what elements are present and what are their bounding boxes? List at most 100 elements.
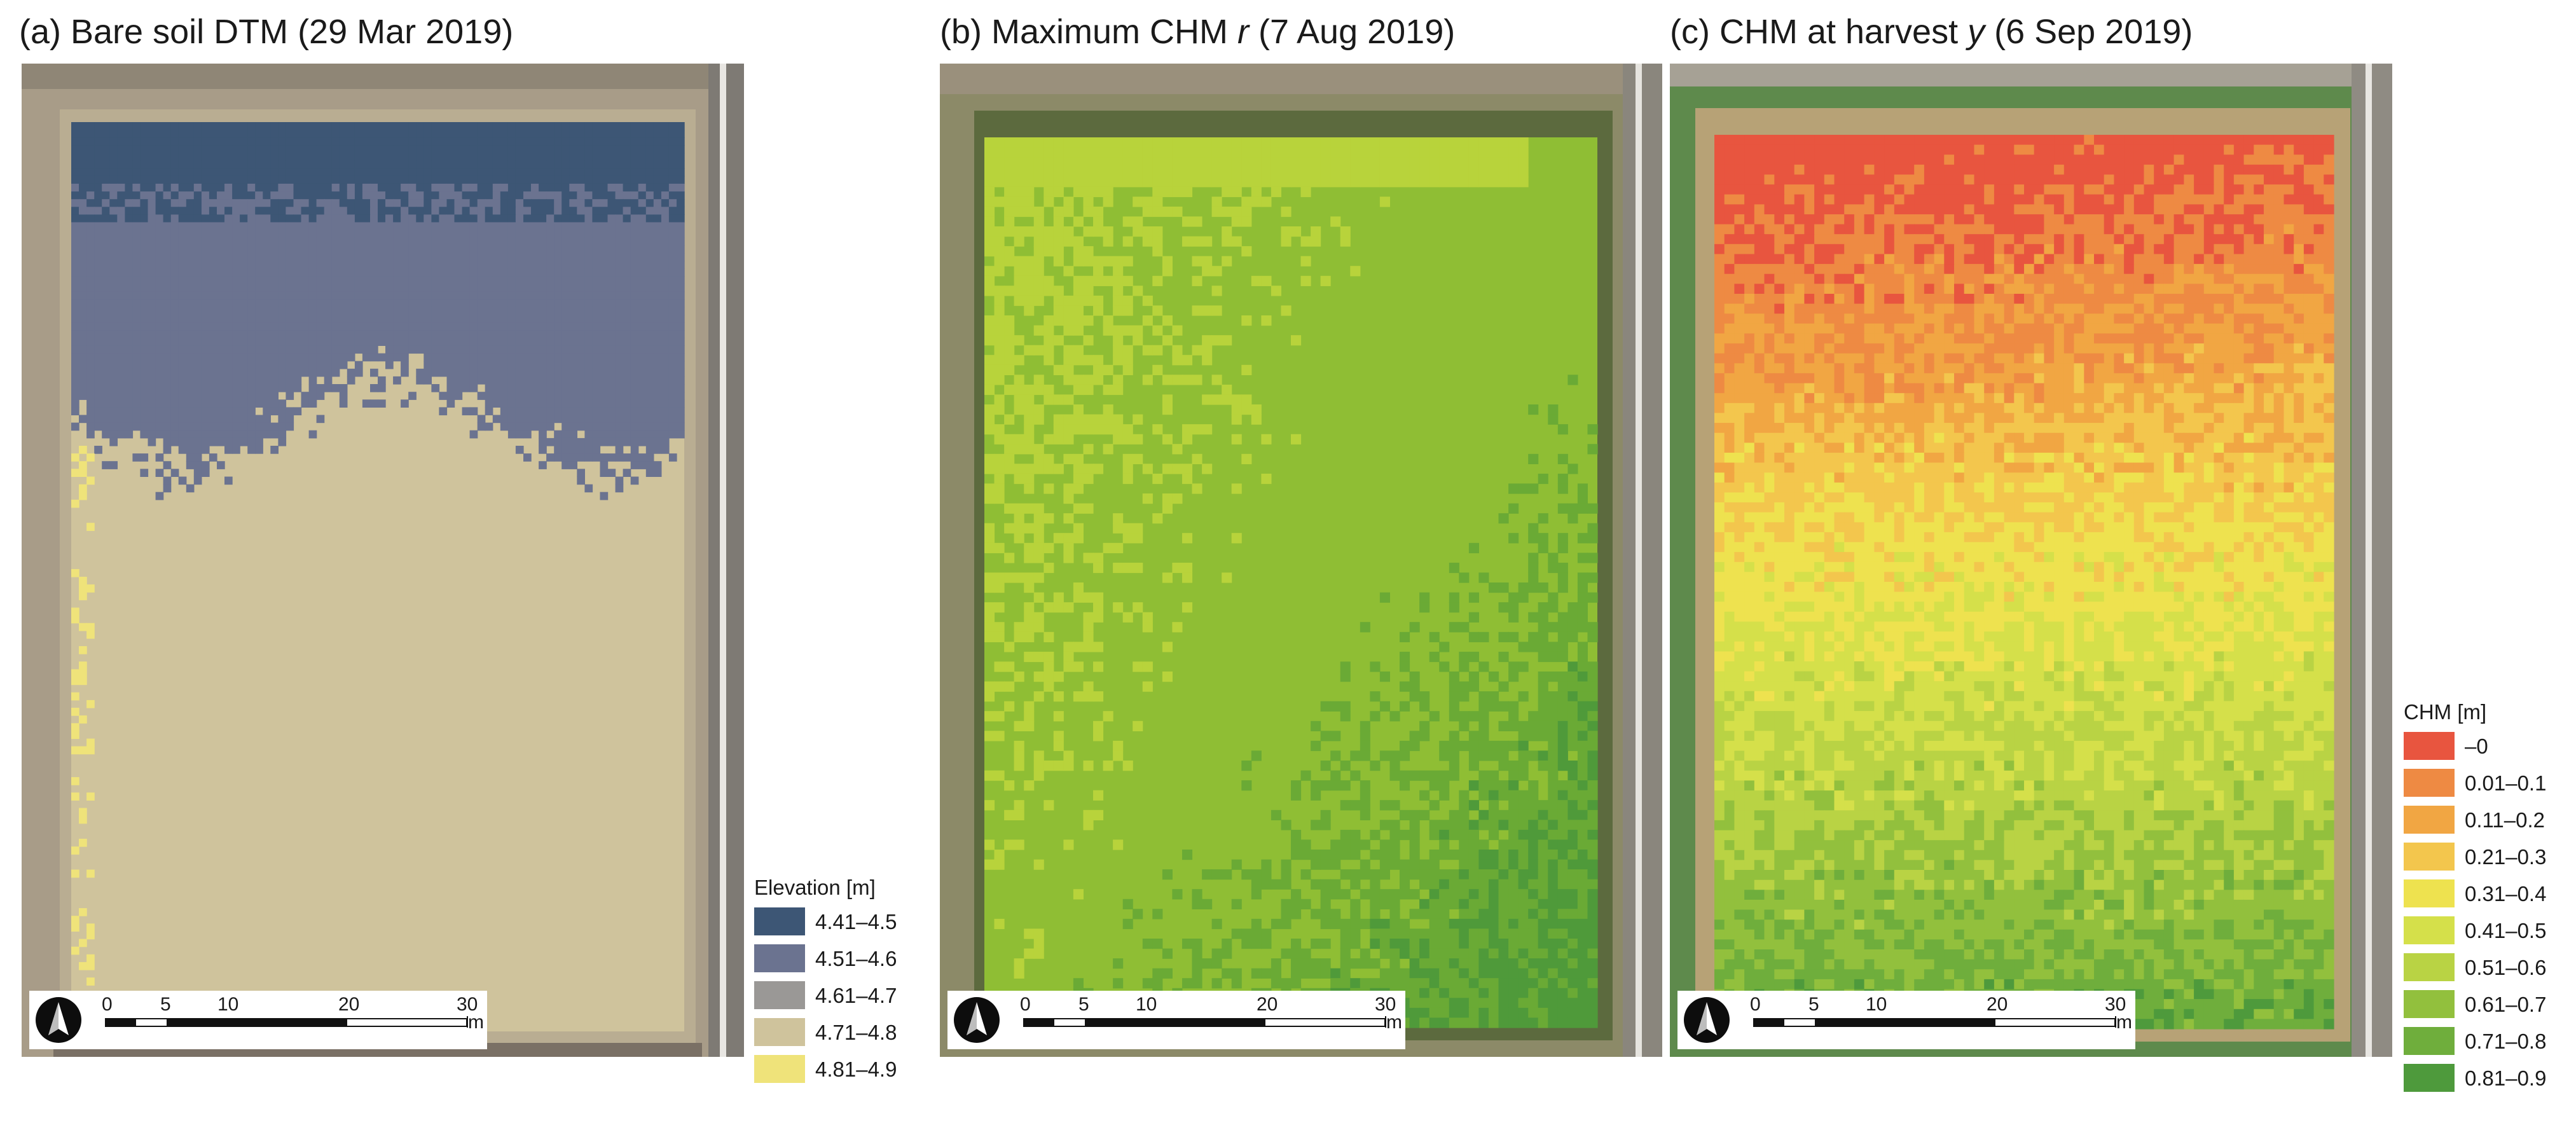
- raster-cell: [607, 199, 616, 207]
- raster-cell: [507, 245, 516, 254]
- raster-cell: [1449, 622, 1459, 633]
- raster-cell: [668, 276, 677, 285]
- raster-cell: [94, 322, 102, 331]
- raster-cell: [1063, 642, 1074, 652]
- raster-cell: [539, 291, 547, 300]
- raster-cell: [424, 176, 432, 184]
- raster-cell: [424, 222, 432, 231]
- raster-cell: [677, 168, 685, 177]
- raster-cell: [324, 230, 333, 238]
- raster-cell: [462, 145, 471, 154]
- raster-cell: [638, 291, 647, 300]
- raster-cell: [615, 361, 624, 369]
- raster-cell: [125, 268, 134, 277]
- raster-cell: [1281, 137, 1291, 148]
- raster-cell: [308, 253, 317, 261]
- raster-cell: [439, 153, 448, 162]
- raster-cell: [1033, 325, 1044, 336]
- raster-cell: [623, 299, 631, 308]
- raster-cell: [623, 291, 631, 300]
- raster-cell: [1350, 918, 1361, 930]
- raster-cell: [994, 859, 1005, 870]
- raster-cell: [1370, 137, 1381, 148]
- raster-cell: [554, 307, 562, 315]
- raster-cell: [140, 122, 149, 130]
- raster-cell: [623, 176, 631, 184]
- raster-cell: [645, 284, 654, 293]
- raster-cell: [1498, 909, 1509, 920]
- raster-cell: [186, 276, 195, 285]
- raster-cell: [1063, 493, 1074, 504]
- raster-cell: [677, 145, 685, 154]
- raster-cell: [454, 145, 463, 154]
- raster-cell: [638, 199, 647, 207]
- raster-cell: [462, 384, 471, 392]
- raster-cell: [308, 122, 317, 130]
- raster-cell: [155, 384, 164, 392]
- raster-cell: [362, 122, 371, 130]
- raster-cell: [1093, 720, 1104, 731]
- raster-cell: [546, 137, 554, 146]
- raster-cell: [638, 299, 647, 308]
- raster-cell: [308, 261, 317, 269]
- raster-cell: [132, 330, 141, 338]
- raster-cell: [132, 176, 141, 184]
- raster-cell: [539, 392, 547, 400]
- raster-cell: [416, 207, 424, 215]
- raster-cell: [569, 399, 577, 408]
- raster-cell: [1053, 364, 1064, 375]
- raster-cell: [1014, 266, 1024, 277]
- raster-cell: [630, 268, 639, 277]
- raster-cell: [469, 122, 478, 130]
- raster-cell: [1004, 681, 1015, 692]
- raster-cell: [132, 407, 141, 416]
- raster-cell: [1172, 147, 1183, 158]
- raster-cell: [86, 407, 95, 416]
- raster-cell: [638, 430, 647, 439]
- raster-cell: [354, 284, 363, 293]
- raster-cell: [240, 153, 248, 162]
- raster-cell: [677, 214, 685, 223]
- raster-cell: [270, 222, 279, 231]
- raster-cell: [209, 330, 217, 338]
- raster-cell: [102, 253, 110, 261]
- raster-cell: [1300, 770, 1311, 781]
- raster-cell: [645, 222, 654, 231]
- raster-cell: [408, 130, 417, 138]
- raster-cell: [240, 307, 248, 315]
- raster-cell: [546, 145, 554, 154]
- raster-cell: [354, 361, 363, 369]
- raster-cell: [515, 253, 524, 261]
- raster-cell: [615, 376, 624, 385]
- raster-cell: [1478, 740, 1489, 752]
- raster-cell: [240, 315, 248, 323]
- raster-cell: [117, 315, 125, 323]
- raster-cell: [584, 222, 593, 231]
- raster-cell: [1182, 939, 1193, 949]
- raster-cell: [1577, 672, 1588, 682]
- raster-cell: [148, 245, 156, 254]
- raster-cell: [201, 368, 210, 377]
- map-a-road-top: [22, 64, 744, 89]
- raster-cell: [607, 453, 616, 462]
- raster-cell: [439, 207, 448, 215]
- raster-cell: [1083, 810, 1094, 820]
- raster-cell: [623, 376, 631, 385]
- raster-cell: [201, 214, 210, 223]
- raster-cell: [424, 353, 432, 362]
- raster-cell: [79, 307, 87, 315]
- raster-cell: [163, 168, 172, 177]
- raster-cell: [1538, 642, 1548, 652]
- raster-cell: [140, 176, 149, 184]
- raster-cell: [71, 353, 79, 362]
- raster-cell: [1508, 899, 1519, 909]
- raster-cell: [178, 446, 187, 454]
- raster-cell: [454, 361, 463, 369]
- raster-cell: [293, 376, 302, 385]
- raster-cell: [1192, 216, 1202, 227]
- raster-cell: [109, 437, 118, 446]
- raster-cell: [1508, 879, 1519, 890]
- raster-cell: [507, 330, 516, 338]
- raster-cell: [263, 345, 271, 354]
- raster-cell: [331, 245, 340, 254]
